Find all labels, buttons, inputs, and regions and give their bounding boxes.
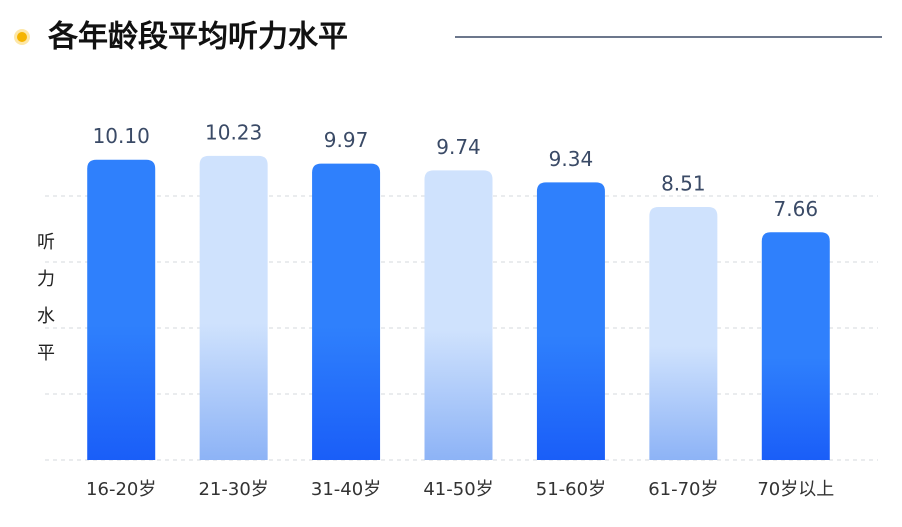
bar [536, 182, 605, 460]
x-tick-label: 61-70岁 [648, 479, 718, 500]
bar [199, 155, 268, 460]
bar [761, 232, 830, 460]
value-label: 9.97 [324, 128, 369, 152]
x-tick-label: 41-50岁 [423, 479, 493, 500]
bar [424, 170, 493, 460]
value-label: 8.51 [661, 172, 706, 196]
y-axis-label: 听力水平 [37, 232, 55, 364]
bar [312, 163, 381, 460]
value-label: 7.66 [774, 197, 819, 221]
value-label: 10.10 [93, 124, 150, 148]
value-label: 9.34 [549, 147, 594, 171]
x-tick-label: 51-60岁 [536, 479, 606, 500]
bar [649, 207, 718, 460]
x-tick-label: 16-20岁 [86, 479, 156, 500]
x-tick-label: 31-40岁 [311, 479, 381, 500]
chart-title: 各年龄段平均听力水平 [47, 20, 348, 55]
value-label: 9.74 [436, 135, 481, 159]
bar [87, 159, 156, 460]
title-dot [17, 32, 27, 42]
x-tick-label: 21-30岁 [198, 479, 268, 500]
x-tick-label: 70岁以上 [757, 479, 834, 500]
value-label: 10.23 [205, 120, 262, 144]
